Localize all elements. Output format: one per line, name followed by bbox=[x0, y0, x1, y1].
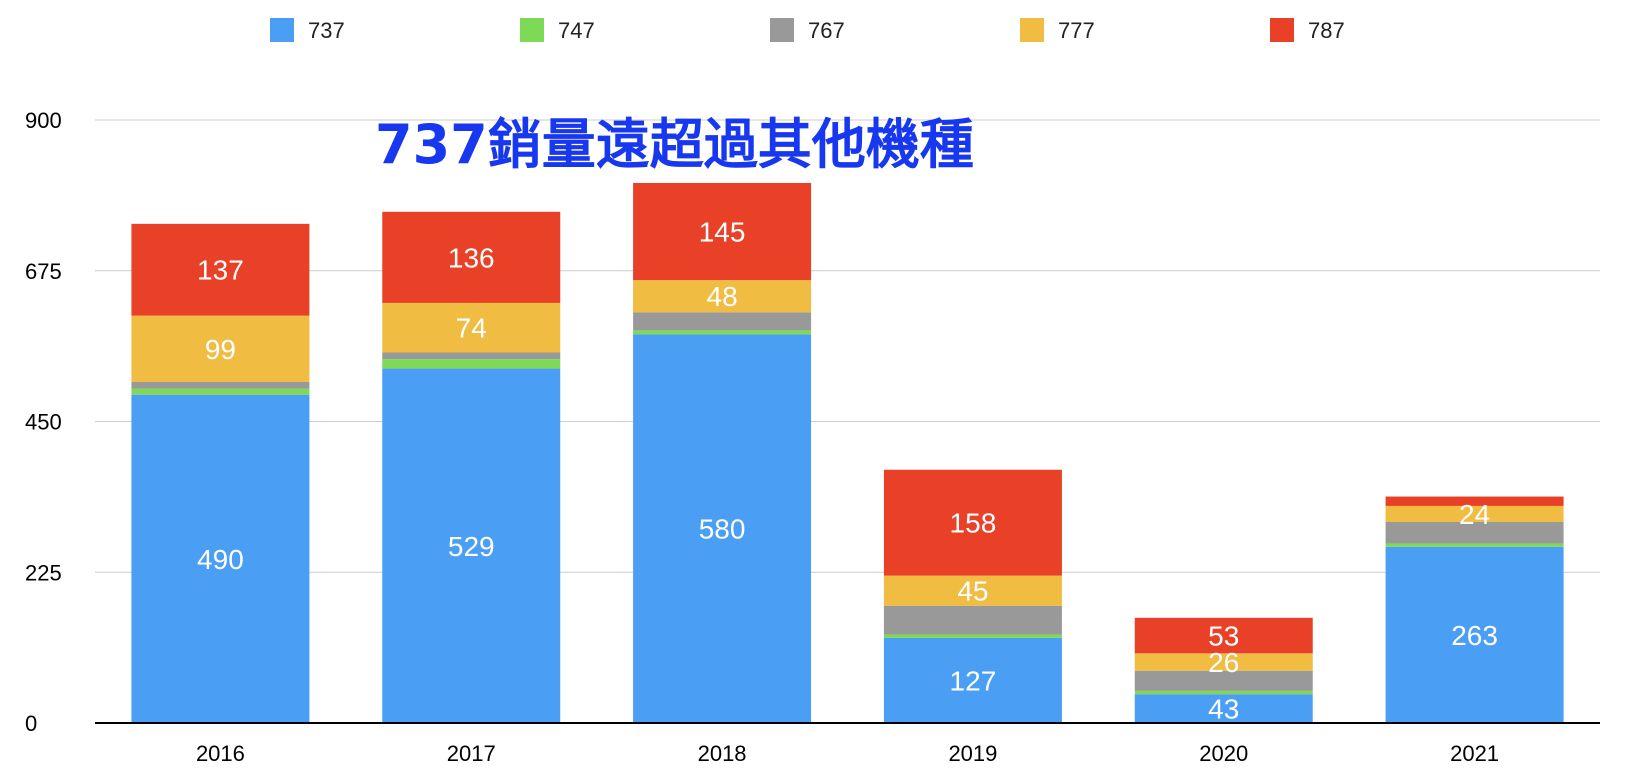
data-label: 43 bbox=[1208, 694, 1239, 725]
bar-segment-737-2016 bbox=[131, 394, 310, 723]
data-label: 136 bbox=[448, 242, 495, 273]
bar-segment-737-2018 bbox=[633, 334, 812, 723]
bar-segment-787-2020 bbox=[1134, 617, 1313, 654]
legend-swatch bbox=[1270, 18, 1294, 42]
legend-swatch bbox=[1020, 18, 1044, 42]
bar-segment-777-2016 bbox=[131, 315, 310, 382]
bars bbox=[131, 182, 1564, 723]
bar-segment-767-2020 bbox=[1134, 670, 1313, 691]
data-label: 53 bbox=[1208, 621, 1239, 652]
legend-swatch bbox=[270, 18, 294, 42]
y-tick-label: 450 bbox=[25, 410, 62, 435]
bar-segment-737-2020 bbox=[1134, 694, 1313, 723]
x-tick-label: 2017 bbox=[447, 741, 496, 766]
legend: 737 747 767 777 787 bbox=[270, 18, 1345, 43]
x-tick-label: 2020 bbox=[1199, 741, 1248, 766]
bar-segment-747-2020 bbox=[1134, 690, 1313, 695]
legend-label: 747 bbox=[558, 18, 595, 43]
y-tick-label: 675 bbox=[25, 259, 62, 284]
bar-segment-747-2016 bbox=[131, 388, 310, 395]
data-label: 145 bbox=[699, 217, 746, 248]
data-label: 580 bbox=[699, 514, 746, 545]
data-label: 158 bbox=[950, 508, 997, 539]
bar-segment-787-2016 bbox=[131, 223, 310, 316]
data-label: 45 bbox=[957, 576, 988, 607]
y-tick-label: 225 bbox=[25, 560, 62, 585]
bar-segment-787-2021 bbox=[1385, 496, 1564, 506]
data-label: 490 bbox=[197, 544, 244, 575]
data-label: 529 bbox=[448, 531, 495, 562]
gridlines bbox=[95, 119, 1600, 573]
bar-segment-787-2018 bbox=[633, 182, 812, 281]
x-tick-label: 2021 bbox=[1450, 741, 1499, 766]
data-label: 48 bbox=[707, 281, 738, 312]
legend-swatch bbox=[520, 18, 544, 42]
bar-segment-787-2019 bbox=[883, 469, 1062, 576]
bar-segment-777-2021 bbox=[1385, 505, 1564, 522]
data-label: 26 bbox=[1208, 647, 1239, 678]
bar-segment-767-2017 bbox=[382, 352, 561, 360]
axes: 0 225 450 675 900 2016 2017 2018 2019 2020 2021 bbox=[25, 108, 1600, 766]
x-tick-label: 2016 bbox=[196, 741, 245, 766]
bar-segment-737-2021 bbox=[1385, 546, 1564, 723]
data-label: 137 bbox=[197, 255, 244, 286]
y-tick-label: 0 bbox=[25, 711, 37, 736]
bar-segment-777-2017 bbox=[382, 302, 561, 353]
bar-segment-767-2019 bbox=[883, 605, 1062, 635]
legend-label: 777 bbox=[1058, 18, 1095, 43]
legend-label: 787 bbox=[1308, 18, 1345, 43]
data-label: 24 bbox=[1459, 499, 1490, 530]
bar-segment-737-2017 bbox=[382, 368, 561, 723]
bar-segment-747-2018 bbox=[633, 330, 812, 335]
bar-segment-747-2021 bbox=[1385, 543, 1564, 547]
bar-segment-777-2019 bbox=[883, 575, 1062, 606]
legend-label: 767 bbox=[808, 18, 845, 43]
data-label: 74 bbox=[456, 313, 487, 344]
bar-segment-767-2021 bbox=[1385, 522, 1564, 544]
x-tick-label: 2019 bbox=[948, 741, 997, 766]
bar-segment-737-2019 bbox=[883, 637, 1062, 723]
bar-segment-787-2017 bbox=[382, 211, 561, 303]
data-label: 127 bbox=[950, 665, 997, 696]
bar-segment-767-2016 bbox=[131, 381, 310, 389]
data-label: 263 bbox=[1451, 620, 1498, 651]
bar-segment-777-2018 bbox=[633, 280, 812, 313]
chart-annotation: 737銷量遠超過其他機種 bbox=[375, 113, 974, 176]
bar-segment-747-2017 bbox=[382, 359, 561, 369]
bar-segment-767-2018 bbox=[633, 312, 812, 331]
bar-segment-747-2019 bbox=[883, 634, 1062, 638]
x-tick-label: 2018 bbox=[698, 741, 747, 766]
bar-segment-777-2020 bbox=[1134, 653, 1313, 671]
legend-label: 737 bbox=[308, 18, 345, 43]
legend-swatch bbox=[770, 18, 794, 42]
data-label: 99 bbox=[205, 334, 236, 365]
y-tick-label: 900 bbox=[25, 108, 62, 133]
